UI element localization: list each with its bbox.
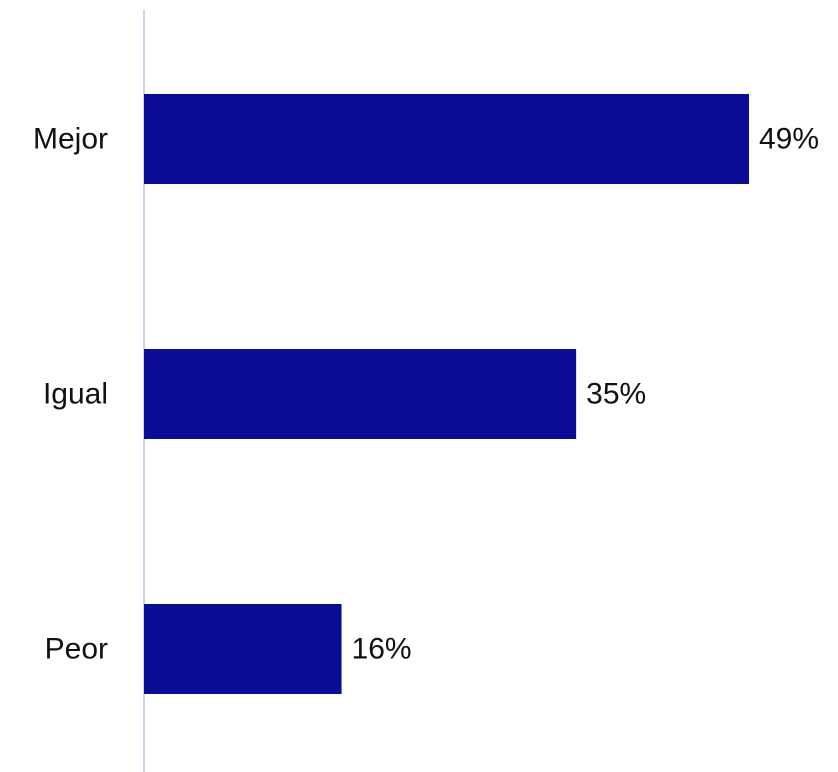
- value-label-mejor: 49%: [759, 123, 819, 156]
- value-label-peor: 16%: [352, 633, 412, 666]
- bar-peor: [144, 604, 342, 694]
- category-label-igual: Igual: [43, 378, 108, 411]
- value-label-igual: 35%: [586, 378, 646, 411]
- bar-igual: [144, 349, 577, 439]
- bars-group: [144, 94, 749, 694]
- labels-group: Mejor 49% Igual 35% Peor 16%: [33, 123, 819, 666]
- category-label-peor: Peor: [45, 633, 108, 666]
- category-label-mejor: Mejor: [33, 123, 108, 156]
- bar-mejor: [144, 94, 749, 184]
